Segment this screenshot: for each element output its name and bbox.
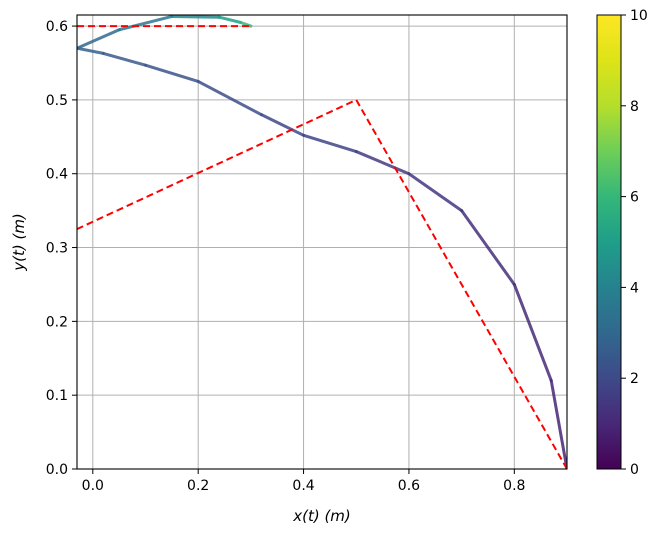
trajectory-segment bbox=[217, 15, 242, 24]
y-tick-label: 0.5 bbox=[46, 93, 68, 109]
colorbar-tick-label: 0 bbox=[630, 462, 639, 478]
trajectory-segment bbox=[407, 172, 464, 213]
colorbar-tick-label: 8 bbox=[630, 99, 639, 115]
trajectory-segment bbox=[460, 209, 516, 286]
x-axis-label: x(t) (m) bbox=[292, 507, 351, 525]
dashed-reference-line bbox=[77, 98, 567, 469]
trajectory-segment bbox=[101, 51, 147, 67]
x-tick-label: 0.0 bbox=[82, 478, 104, 494]
colorbar-tick-label: 4 bbox=[630, 280, 639, 296]
x-tick-label: 0.2 bbox=[187, 478, 209, 494]
colorbar-tick-label: 10 bbox=[630, 8, 648, 24]
trajectory-segment bbox=[170, 15, 221, 19]
trajectory-segment bbox=[117, 15, 174, 32]
trajectory-segment bbox=[302, 133, 358, 154]
trajectory-segment bbox=[77, 28, 121, 50]
trajectory-segment bbox=[259, 113, 306, 137]
y-tick-label: 0.6 bbox=[46, 19, 68, 35]
colorbar bbox=[596, 14, 622, 470]
y-tick-label: 0.4 bbox=[46, 167, 68, 183]
x-tick-label: 0.8 bbox=[503, 478, 525, 494]
x-tick-label: 0.4 bbox=[292, 478, 314, 494]
trajectory-segment bbox=[512, 282, 553, 382]
colorbar-ticks: 0 2 4 6 8 10 bbox=[621, 8, 648, 478]
y-axis-label: y(t) (m) bbox=[10, 213, 28, 272]
y-tick-label: 0.3 bbox=[46, 241, 68, 257]
trajectory-segment bbox=[196, 79, 263, 117]
colorbar-tick-label: 6 bbox=[630, 190, 639, 206]
trajectory-segment bbox=[143, 63, 200, 83]
series-layer bbox=[77, 15, 567, 469]
y-tick-label: 0.1 bbox=[46, 388, 68, 404]
x-tick-label: 0.6 bbox=[398, 478, 420, 494]
plot-frame bbox=[76, 14, 568, 470]
trajectory-segment bbox=[354, 150, 411, 176]
axis-ticks: 0.0 0.2 0.4 0.6 0.8 0.0 0.1 0.2 0.3 0.4 0.5 0.6 bbox=[46, 19, 526, 494]
colorbar-tick-label: 2 bbox=[630, 371, 639, 387]
trajectory-segment bbox=[77, 46, 105, 55]
grid bbox=[77, 15, 567, 470]
trajectory-segment bbox=[238, 20, 253, 28]
trajectory-segment bbox=[549, 378, 567, 469]
y-tick-label: 0.0 bbox=[46, 462, 68, 478]
y-tick-label: 0.2 bbox=[46, 314, 68, 330]
